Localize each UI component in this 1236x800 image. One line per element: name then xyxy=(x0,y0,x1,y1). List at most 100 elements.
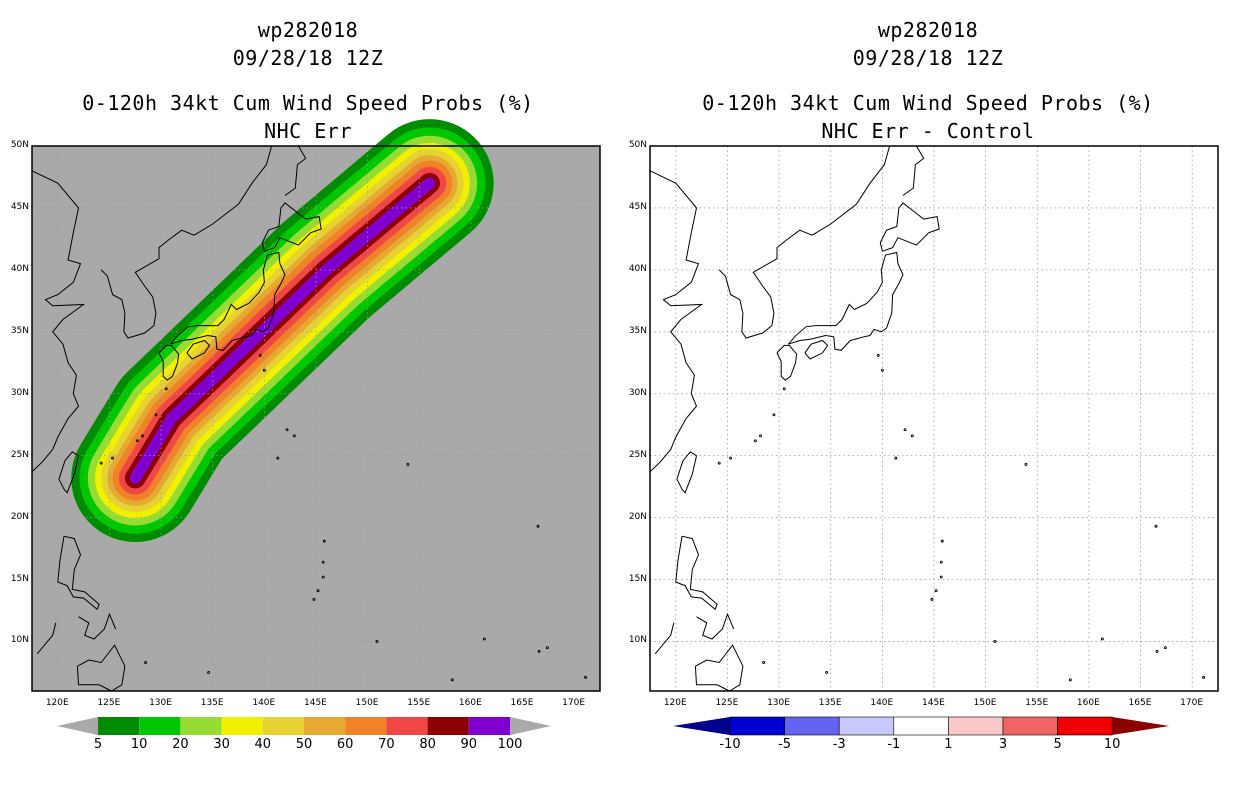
right-lon-tick-label: 130E xyxy=(767,698,790,708)
right-coastline xyxy=(696,612,735,640)
right-map xyxy=(649,145,1219,692)
right-lat-tick-label: 35N xyxy=(628,325,647,336)
right-island xyxy=(934,589,938,593)
left-island xyxy=(316,589,320,593)
left-island xyxy=(144,661,148,664)
right-lat-tick-label: 15N xyxy=(628,573,647,584)
left-island xyxy=(262,368,266,372)
left-lon-tick-label: 145E xyxy=(304,698,327,708)
right-colorbar-box xyxy=(948,716,1004,736)
left-coastline xyxy=(284,145,307,196)
left-map xyxy=(31,119,601,692)
right-lon-tick-label: 145E xyxy=(922,698,945,708)
left-island xyxy=(406,462,410,466)
left-lon-tick-label: 120E xyxy=(45,698,69,708)
left-colorbar-low-end xyxy=(57,717,98,735)
left-coastline xyxy=(186,339,211,360)
right-island xyxy=(930,597,934,601)
left-coastline xyxy=(170,251,286,351)
right-coastline xyxy=(654,622,675,655)
left-colorbar-tick-label: 40 xyxy=(254,737,272,752)
right-lon-tick-label: 165E xyxy=(1128,698,1152,708)
left-colorbar-box xyxy=(427,717,469,735)
left-colorbar-tick-label: 90 xyxy=(460,737,478,752)
left-lon-tick-label: 130E xyxy=(149,698,172,708)
right-colorbar-box xyxy=(838,716,895,736)
right-lon-tick-label: 120E xyxy=(663,698,687,708)
right-lon-tick-label: 160E xyxy=(1076,698,1100,708)
left-lon-tick-label: 155E xyxy=(407,698,431,708)
left-coastline xyxy=(158,344,180,381)
left-colorbar-box xyxy=(139,717,181,735)
right-colorbar xyxy=(673,716,1170,736)
left-date: 09/28/18 12Z xyxy=(232,46,384,70)
right-island xyxy=(993,640,997,643)
left-coastline xyxy=(76,644,126,692)
right-coastline xyxy=(649,170,704,473)
left-colorbar-box xyxy=(221,717,263,735)
right-coastline xyxy=(675,535,718,611)
right-lon-tick-label: 125E xyxy=(715,698,739,708)
right-island xyxy=(1163,646,1167,650)
left-island xyxy=(164,387,168,391)
right-lat-tick-label: 50N xyxy=(628,140,647,150)
right-lat-tick-label: 25N xyxy=(628,449,647,460)
right-colorbar-tick-label: 3 xyxy=(998,737,1008,752)
left-island xyxy=(285,428,289,432)
right-island xyxy=(903,428,907,432)
right-island xyxy=(782,387,786,391)
left-lon-tick-label: 125E xyxy=(97,698,121,708)
left-island xyxy=(135,439,139,443)
right-subtitle: NHC Err - Control xyxy=(821,119,1035,143)
left-lat-tick-label: 20N xyxy=(10,511,29,522)
right-lon-tick-label: 155E xyxy=(1025,698,1049,708)
left-island xyxy=(99,461,103,465)
left-island xyxy=(584,675,587,679)
left-lon-tick-label: 170E xyxy=(562,698,586,708)
right-island xyxy=(1100,637,1104,641)
right-coastline xyxy=(804,339,829,360)
right-lat-tick-label: 20N xyxy=(628,511,647,522)
right-colorbar-tick-label: -1 xyxy=(887,737,901,752)
right-island xyxy=(729,456,733,460)
left-lat-tick-label: 50N xyxy=(10,140,29,150)
right-lon-tick-label: 170E xyxy=(1180,698,1204,708)
left-colorbar-box xyxy=(468,717,510,735)
right-lon-tick-label: 140E xyxy=(870,698,894,708)
right-island xyxy=(1024,462,1028,466)
left-lon-tick-label: 140E xyxy=(252,698,276,708)
left-swath-band-10 xyxy=(129,177,436,484)
right-colorbar-box xyxy=(1057,716,1113,736)
left-lon-tick-label: 150E xyxy=(355,698,379,708)
right-island xyxy=(1154,524,1158,528)
left-island xyxy=(141,434,144,438)
left-colorbar-box xyxy=(304,717,346,735)
left-colorbar-tick-label: 10 xyxy=(130,737,148,752)
right-island xyxy=(825,670,829,674)
left-island xyxy=(450,678,454,682)
left-lat-tick-label: 10N xyxy=(10,635,29,646)
right-colorbar-tick-label: -5 xyxy=(778,737,792,752)
left-subtitle: NHC Err xyxy=(264,119,352,143)
left-coastline xyxy=(58,451,80,494)
right-colorbar-box xyxy=(1002,716,1058,736)
left-lat-tick-label: 15N xyxy=(10,573,29,584)
right-colorbar-tick-label: 1 xyxy=(944,737,953,752)
left-colorbar-tick-label: 50 xyxy=(295,737,313,752)
left-colorbar-box xyxy=(345,717,387,735)
right-map-frame xyxy=(649,145,1219,692)
right-lon-tick-label: 135E xyxy=(818,698,842,708)
left-island xyxy=(537,649,541,653)
right-lat-tick-label: 40N xyxy=(628,263,647,274)
left-lon-tick-label: 135E xyxy=(200,698,224,708)
left-colorbar-tick-label: 70 xyxy=(378,737,395,752)
right-island xyxy=(762,661,766,664)
left-island xyxy=(312,597,316,601)
right-lat-tick-label: 30N xyxy=(628,387,647,398)
right-colorbar-tick-label: 5 xyxy=(1053,737,1062,752)
right-colorbar-low-end xyxy=(673,717,730,735)
left-island xyxy=(276,456,280,460)
left-colorbar-high-end xyxy=(510,717,551,735)
left-island xyxy=(321,560,325,564)
left-coastline xyxy=(78,612,117,640)
